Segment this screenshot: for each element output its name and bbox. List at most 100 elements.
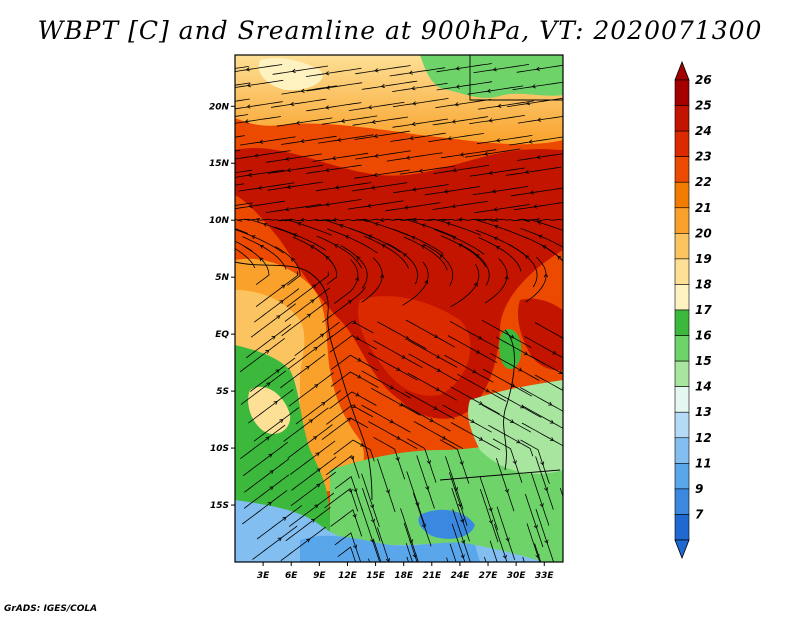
streamline xyxy=(493,523,508,562)
streamline-arrow xyxy=(426,460,431,465)
streamline xyxy=(288,335,334,370)
streamline-arrow xyxy=(549,437,555,441)
streamline xyxy=(481,404,532,433)
streamline-arrow xyxy=(588,462,591,465)
streamline-arrow xyxy=(205,153,208,157)
streamline-arrow xyxy=(460,554,465,559)
streamline-arrow xyxy=(510,334,515,339)
streamline xyxy=(509,136,563,146)
colorbar-label: 24 xyxy=(695,124,712,138)
streamline-arrow xyxy=(286,167,291,173)
streamline-arrow xyxy=(492,67,497,72)
streamline-arrow xyxy=(265,436,270,441)
streamline xyxy=(306,102,362,112)
colorbar-swatch xyxy=(674,207,690,234)
streamline-arrow xyxy=(357,357,362,362)
streamline-arrow xyxy=(424,279,429,284)
streamline-arrow xyxy=(404,205,409,210)
streamline-arrow xyxy=(486,88,491,93)
streamline xyxy=(442,404,492,433)
streamline xyxy=(243,245,270,285)
lat-tick-label: 15S xyxy=(210,501,229,511)
streamline xyxy=(530,472,550,526)
lat-tick-label: EQ xyxy=(215,330,229,340)
streamline-arrow xyxy=(381,244,386,249)
streamline-arrow xyxy=(475,349,481,354)
streamline xyxy=(467,85,524,95)
lon-tick-label: 15E xyxy=(366,571,386,581)
streamline xyxy=(569,353,618,380)
southern-border xyxy=(439,469,561,481)
colorbar-swatch xyxy=(674,233,690,260)
streamline-arrow xyxy=(352,320,357,324)
streamline-arrow xyxy=(310,299,315,304)
streamline xyxy=(280,526,326,562)
streamline-arrow xyxy=(574,590,577,593)
streamline xyxy=(492,438,523,483)
streamline xyxy=(361,370,411,399)
streamline xyxy=(287,424,333,459)
streamline xyxy=(403,522,418,562)
streamline xyxy=(240,370,287,405)
streamline xyxy=(290,471,337,507)
streamline xyxy=(281,301,327,337)
colorbar-label: 15 xyxy=(695,354,712,368)
streamline xyxy=(473,64,530,74)
streamline-arrow xyxy=(308,419,314,424)
streamline xyxy=(295,390,342,425)
lon-tick-label: 33E xyxy=(535,571,555,581)
streamline-arrow xyxy=(512,460,517,465)
streamline-arrow xyxy=(416,588,420,591)
map-title: WBPT [C] and Sreamline at 900hPa, VT: 20… xyxy=(37,16,763,45)
streamline-arrow xyxy=(286,184,291,190)
streamline xyxy=(248,389,294,424)
streamline-arrow xyxy=(310,518,316,523)
streamline xyxy=(484,556,487,562)
streamline xyxy=(330,354,379,372)
streamline xyxy=(294,321,340,357)
streamline xyxy=(348,101,405,111)
streamline xyxy=(575,544,593,597)
streamline xyxy=(449,543,457,562)
streamline-arrow xyxy=(313,346,318,351)
streamline-arrow xyxy=(353,488,358,493)
streamline-arrow xyxy=(505,537,510,542)
north-pale-patch xyxy=(258,58,323,91)
streamline xyxy=(235,200,285,210)
streamline-arrow xyxy=(415,502,420,507)
streamline xyxy=(362,487,381,542)
streamline-arrow xyxy=(429,418,434,422)
streamline-arrow xyxy=(282,516,287,521)
streamline xyxy=(526,523,541,562)
streamline xyxy=(427,219,482,236)
streamline-arrow xyxy=(355,276,360,282)
streamline-arrow xyxy=(478,401,483,405)
streamline-arrow xyxy=(257,185,263,190)
streamline-arrow xyxy=(459,461,464,466)
streamline-arrow xyxy=(295,120,301,125)
streamline xyxy=(316,235,362,269)
colorbar-swatch xyxy=(674,360,690,387)
streamline xyxy=(355,150,411,160)
streamline xyxy=(318,134,374,144)
streamline-arrow xyxy=(472,369,477,374)
streamline-arrow xyxy=(451,119,456,124)
south-blue-core xyxy=(418,509,475,539)
streamline xyxy=(364,235,410,269)
streamline xyxy=(337,546,357,562)
streamline-arrow xyxy=(279,300,284,305)
streamline xyxy=(535,456,554,510)
streamline xyxy=(512,81,563,91)
streamline-arrow xyxy=(538,234,543,239)
streamline-arrow xyxy=(537,220,542,225)
streamline-arrow xyxy=(563,389,567,392)
streamline xyxy=(577,261,602,305)
streamline-arrow xyxy=(316,468,321,473)
streamline-arrow xyxy=(412,187,417,192)
streamline-arrow xyxy=(405,155,411,160)
streamline xyxy=(450,422,501,451)
streamline-arrow xyxy=(314,384,319,388)
streamline xyxy=(405,543,413,562)
streamline xyxy=(250,303,297,338)
streamline xyxy=(361,507,380,562)
